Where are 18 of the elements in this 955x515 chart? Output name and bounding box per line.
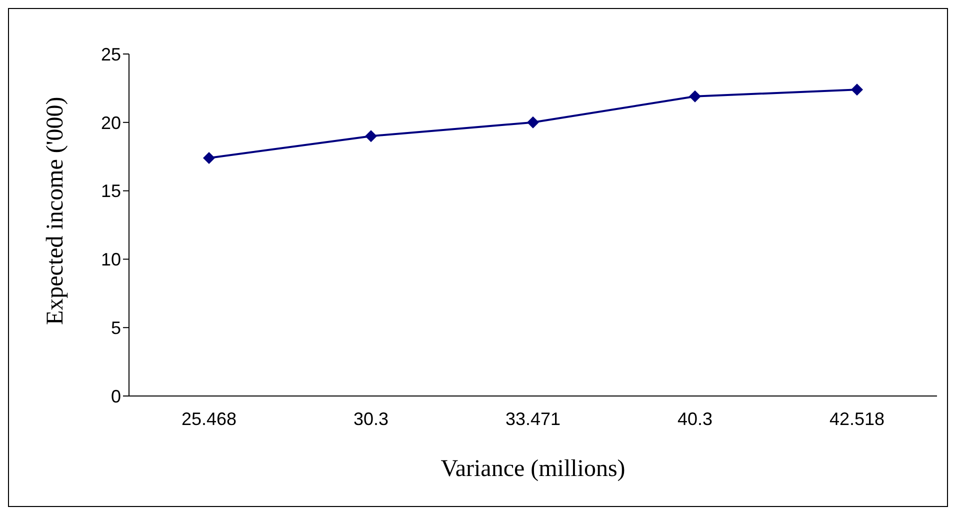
point <box>689 90 701 102</box>
x-tick-label: 25.468 <box>181 408 237 429</box>
y-axis-title: Expected income ('000) <box>42 96 69 325</box>
point <box>851 84 863 96</box>
y-tick-label: 25 <box>100 44 121 64</box>
y-tick-label: 10 <box>100 250 121 270</box>
point <box>527 116 539 128</box>
y-tick-label: 15 <box>100 181 121 202</box>
y-tick-label: 5 <box>110 318 121 338</box>
x-tick-label: 33.471 <box>505 408 561 429</box>
y-tick-label: 20 <box>100 112 121 133</box>
point <box>203 152 215 164</box>
x-tick-label: 42.518 <box>829 408 885 429</box>
x-tick-label: 40.3 <box>677 408 713 429</box>
y-tick-label: 0 <box>110 386 121 406</box>
x-axis-title: Variance (millions) <box>440 456 626 482</box>
point <box>365 130 377 142</box>
x-tick-label: 30.3 <box>353 408 389 429</box>
